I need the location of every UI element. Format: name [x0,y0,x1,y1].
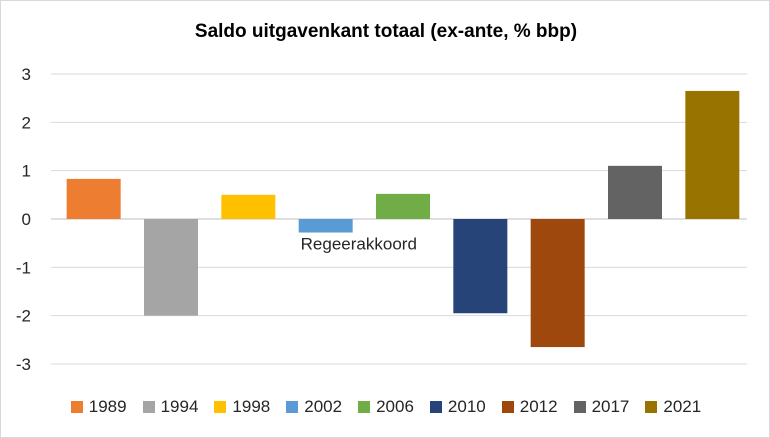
y-tick-label: 2 [22,113,31,132]
legend-label: 2021 [663,397,702,416]
y-axis-ticks: -3 -2 -1 0 1 2 3 [16,65,31,374]
bar-2002 [298,219,353,233]
legend-swatch [286,401,299,413]
bar-2017 [608,165,662,219]
bars [66,90,740,348]
legend-label: 2017 [591,397,630,416]
annotation-label: Regeerakkoord [301,234,417,253]
legend-item-2006: 2006 [358,397,414,417]
bar-2006 [376,193,430,219]
legend: 1989 1994 1998 2002 2006 2010 2012 2017 2021 [1,394,769,420]
y-tick-label: 0 [22,210,31,229]
legend-label: 2002 [304,397,343,416]
y-tick-label: -2 [16,307,31,326]
bar-1989 [66,178,121,219]
bar-2021 [685,90,740,220]
y-tick-label: -3 [16,355,31,374]
y-tick-label: 3 [22,65,31,84]
legend-swatch [645,401,658,413]
legend-item-2002: 2002 [286,397,342,417]
legend-swatch [142,401,155,413]
bar-1994 [144,219,198,316]
legend-item-1998: 1998 [214,397,270,417]
legend-item-2021: 2021 [645,397,701,417]
legend-swatch [70,401,83,413]
legend-item-2010: 2010 [429,397,486,417]
legend-swatch [573,401,586,413]
legend-item-2012: 2012 [501,397,558,417]
legend-label: 1989 [88,397,127,416]
legend-swatch [429,401,442,413]
legend-label: 2006 [376,397,414,416]
y-tick-label: -1 [16,258,31,277]
legend-item-2017: 2017 [573,397,630,417]
legend-item-1989: 1989 [70,397,127,417]
chart-title: Saldo uitgavenkant totaal (ex-ante, % bb… [194,21,578,42]
legend-item-1994: 1994 [142,397,199,417]
bar-1998 [221,194,276,219]
legend-swatch [358,401,371,413]
y-tick-label: 1 [22,162,31,181]
bar-2012 [530,219,585,348]
legend-label: 1994 [160,397,199,416]
bar-2010 [453,219,508,314]
legend-label: 2012 [519,397,558,416]
legend-label: 1998 [232,397,271,416]
legend-swatch [501,401,514,413]
legend-label: 2010 [447,397,486,416]
legend-swatch [214,401,227,413]
